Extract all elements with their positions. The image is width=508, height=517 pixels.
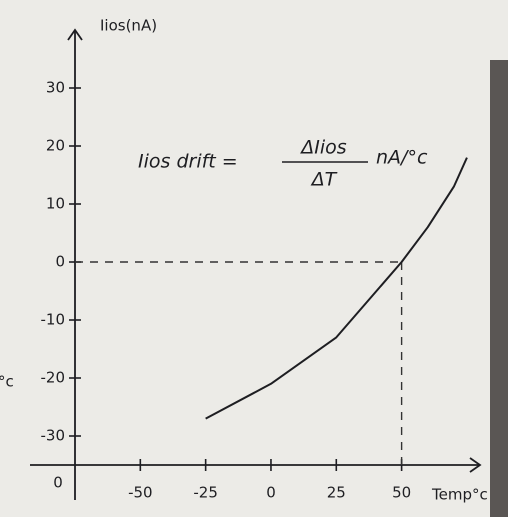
left-edge-text: °c — [0, 373, 14, 391]
y-tick-label: -10 — [41, 311, 66, 329]
x-axis-label: Temp°c — [431, 486, 488, 504]
annotation-numerator: ΔIios — [299, 137, 347, 159]
paper-edge — [490, 60, 508, 517]
x-tick-label: -50 — [128, 484, 153, 502]
chart: Iios(nA) Temp°c 0 °c Iios drift = ΔIios … — [0, 0, 508, 517]
y-tick-label: 30 — [46, 79, 65, 97]
y-tick-label: 10 — [46, 195, 65, 213]
annotation-unit: nA/°c — [376, 147, 428, 169]
paper — [0, 0, 508, 517]
x-tick-label: -25 — [193, 484, 218, 502]
y-tick-label: -20 — [41, 369, 66, 387]
x-tick-label: 25 — [327, 484, 346, 502]
annotation-denominator: ΔT — [310, 169, 338, 191]
y-axis-label: Iios(nA) — [100, 17, 157, 35]
origin-label: 0 — [53, 474, 63, 492]
y-tick-label: 20 — [46, 137, 65, 155]
x-tick-label: 50 — [392, 484, 411, 502]
y-tick-label: 0 — [55, 253, 65, 271]
y-tick-label: -30 — [41, 427, 66, 445]
page: {"chart_data": { "type": "line", "y_axis… — [0, 0, 508, 517]
annotation-left: Iios drift = — [138, 151, 238, 173]
x-tick-label: 0 — [266, 484, 276, 502]
